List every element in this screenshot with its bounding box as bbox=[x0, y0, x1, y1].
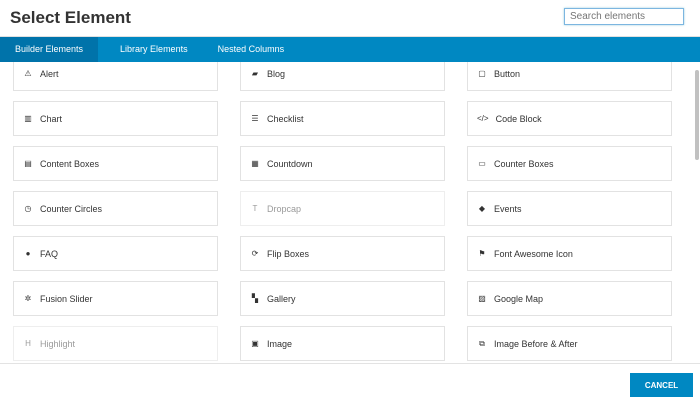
element-label: Alert bbox=[40, 68, 59, 79]
element-label: Events bbox=[494, 203, 522, 214]
tab-nested-columns[interactable]: Nested Columns bbox=[217, 44, 285, 54]
element-label: Button bbox=[494, 68, 521, 79]
highlight-icon: H bbox=[25, 339, 31, 348]
element-code-block[interactable]: </> Code Block bbox=[467, 101, 672, 136]
element-flip-boxes[interactable]: ⟳ Flip Boxes bbox=[240, 236, 445, 271]
element-chart[interactable]: ▥ Chart bbox=[13, 101, 218, 136]
google-map-icon: ▨ bbox=[478, 294, 486, 303]
element-label: Google Map bbox=[494, 293, 544, 304]
faq-icon: ● bbox=[25, 249, 31, 258]
chart-icon: ▥ bbox=[24, 114, 32, 123]
blog-icon: ▰ bbox=[251, 69, 259, 78]
element-counter-boxes[interactable]: ▭ Counter Boxes bbox=[467, 146, 672, 181]
element-label: Checklist bbox=[267, 113, 304, 124]
image-before-after-icon: ⧉ bbox=[479, 338, 485, 348]
image-icon: ▣ bbox=[251, 339, 259, 348]
element-image[interactable]: ▣ Image bbox=[240, 326, 445, 361]
tab-bar: Builder Elements Library Elements Nested… bbox=[0, 37, 700, 68]
element-faq[interactable]: ● FAQ bbox=[13, 236, 218, 271]
element-gallery[interactable]: ▚ Gallery bbox=[240, 281, 445, 316]
tab-library-elements[interactable]: Library Elements bbox=[120, 44, 188, 54]
element-label: Gallery bbox=[267, 293, 296, 304]
page-title: Select Element bbox=[10, 8, 131, 27]
modal-footer: CANCEL bbox=[0, 364, 700, 403]
element-image-before-after[interactable]: ⧉ Image Before & After bbox=[467, 326, 672, 361]
checklist-icon: ☰ bbox=[251, 114, 259, 123]
scrollbar[interactable] bbox=[694, 62, 700, 363]
element-label: Image Before & After bbox=[494, 338, 578, 349]
element-label: Dropcap bbox=[267, 203, 302, 214]
element-countdown[interactable]: ▦ Countdown bbox=[240, 146, 445, 181]
code-block-icon: </> bbox=[477, 114, 489, 123]
element-events[interactable]: ◆ Events bbox=[467, 191, 672, 226]
element-fusion-slider[interactable]: ✲ Fusion Slider bbox=[13, 281, 218, 316]
element-label: Font Awesome Icon bbox=[494, 248, 573, 259]
element-label: Counter Circles bbox=[40, 203, 103, 214]
dropcap-icon: T bbox=[252, 204, 258, 213]
element-label: Image bbox=[267, 338, 293, 349]
element-google-map[interactable]: ▨ Google Map bbox=[467, 281, 672, 316]
content-boxes-icon: ▤ bbox=[24, 159, 32, 168]
element-font-awesome-icon[interactable]: ⚑ Font Awesome Icon bbox=[467, 236, 672, 271]
modal-header: Select Element bbox=[0, 0, 700, 37]
counter-boxes-icon: ▭ bbox=[478, 159, 486, 168]
element-counter-circles[interactable]: ◷ Counter Circles bbox=[13, 191, 218, 226]
search-input[interactable] bbox=[564, 8, 684, 25]
events-icon: ◆ bbox=[478, 204, 486, 213]
element-highlight[interactable]: H Highlight bbox=[13, 326, 218, 361]
element-label: Chart bbox=[40, 113, 63, 124]
alert-icon: ⚠ bbox=[24, 69, 32, 78]
element-label: Flip Boxes bbox=[267, 248, 310, 259]
element-button[interactable]: ▢ Button bbox=[467, 62, 672, 91]
flip-boxes-icon: ⟳ bbox=[251, 249, 259, 258]
element-blog[interactable]: ▰ Blog bbox=[240, 62, 445, 91]
scrollbar-thumb[interactable] bbox=[695, 70, 699, 160]
element-label: Counter Boxes bbox=[494, 158, 554, 169]
gallery-icon: ▚ bbox=[251, 294, 259, 303]
elements-list: ⚠ Alert ▰ Blog ▢ Button ▥ Chart ☰ Checklist </> Cod… bbox=[0, 62, 700, 364]
element-label: Content Boxes bbox=[40, 158, 100, 169]
element-dropcap[interactable]: T Dropcap bbox=[240, 191, 445, 226]
button-icon: ▢ bbox=[478, 69, 486, 78]
element-checklist[interactable]: ☰ Checklist bbox=[240, 101, 445, 136]
element-label: Blog bbox=[267, 68, 286, 79]
element-label: FAQ bbox=[40, 248, 59, 259]
element-label: Countdown bbox=[267, 158, 313, 169]
element-label: Highlight bbox=[40, 338, 76, 349]
element-label: Fusion Slider bbox=[40, 293, 93, 304]
fusion-slider-icon: ✲ bbox=[24, 294, 32, 303]
element-content-boxes[interactable]: ▤ Content Boxes bbox=[13, 146, 218, 181]
elements-grid: ⚠ Alert ▰ Blog ▢ Button ▥ Chart ☰ Checklist </> Cod… bbox=[13, 62, 672, 361]
counter-circles-icon: ◷ bbox=[24, 204, 32, 213]
font-awesome-icon-icon: ⚑ bbox=[478, 249, 486, 258]
element-alert[interactable]: ⚠ Alert bbox=[13, 62, 218, 91]
tab-builder-elements[interactable]: Builder Elements bbox=[0, 37, 99, 68]
countdown-icon: ▦ bbox=[251, 159, 259, 168]
element-label: Code Block bbox=[495, 113, 542, 124]
cancel-button[interactable]: CANCEL bbox=[630, 373, 693, 397]
